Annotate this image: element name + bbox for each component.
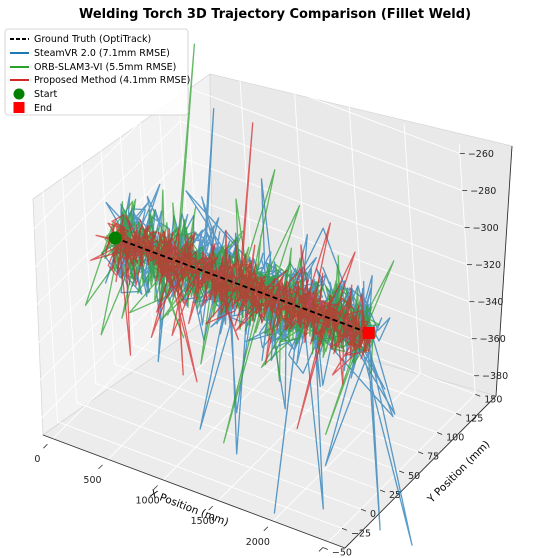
y-tick-label: 0 xyxy=(370,509,376,520)
y-tick-label: 100 xyxy=(446,433,464,444)
axis-lines xyxy=(42,145,513,549)
legend-label-ground-truth: Ground Truth (OptiTrack) xyxy=(34,34,151,45)
end-marker xyxy=(362,326,375,339)
y-tick-mark xyxy=(475,393,481,397)
legend-swatch-start xyxy=(13,88,25,100)
y-tick-mark xyxy=(322,547,329,550)
x-tick-label: 1500 xyxy=(191,516,215,527)
legend-label-orbslam: ORB-SLAM3-VI (5.5mm RMSE) xyxy=(34,62,176,73)
start-end-markers xyxy=(108,231,375,339)
y-tick-mark xyxy=(379,489,386,493)
y-tick-mark xyxy=(417,451,424,455)
x-axis-line xyxy=(42,434,346,549)
z-tick-label: −300 xyxy=(473,223,499,234)
y-tick-label: 50 xyxy=(408,471,420,482)
x-tick-label: 500 xyxy=(83,475,101,486)
y-tick-label: 25 xyxy=(389,490,401,501)
y-axis-line xyxy=(344,395,497,549)
y-tick-label: −25 xyxy=(351,528,371,539)
z-gridline xyxy=(27,120,465,275)
z-axis-line xyxy=(495,145,513,397)
y-tick-label: 125 xyxy=(465,413,483,424)
z-tick-label: −260 xyxy=(468,149,494,160)
x-tick-label: 1000 xyxy=(136,496,160,507)
y-tick-mark xyxy=(437,432,443,435)
legend-label-start: Start xyxy=(34,89,57,100)
legend: Ground Truth (OptiTrack) SteamVR 2.0 (7.… xyxy=(4,28,190,116)
z-tick-label: −320 xyxy=(475,260,501,271)
x-tick-mark xyxy=(263,526,269,532)
x-tick-mark xyxy=(153,485,158,490)
y-tick-label: 150 xyxy=(484,394,502,405)
z-gridline xyxy=(32,194,470,349)
y-tick-label: 75 xyxy=(427,452,439,463)
legend-label-end: End xyxy=(34,103,52,114)
trajectories xyxy=(84,43,413,546)
x-tick-mark xyxy=(318,547,324,552)
series-ground-truth xyxy=(114,237,370,334)
start-marker xyxy=(108,231,122,245)
legend-box xyxy=(4,28,189,116)
legend-label-proposed: Proposed Method (4.1mm RMSE) xyxy=(34,75,190,86)
series-proposed xyxy=(90,122,373,430)
y-tick-mark xyxy=(398,470,405,474)
x-tick-mark xyxy=(98,464,103,470)
x-tick-label: 0 xyxy=(34,454,40,465)
z-tick-label: −280 xyxy=(470,186,496,197)
z-tick-label: −340 xyxy=(477,297,503,308)
z-tick-label: −360 xyxy=(480,334,506,345)
z-tick-label: −380 xyxy=(482,371,508,382)
x-tick-mark xyxy=(208,505,213,511)
y-tick-label: −50 xyxy=(332,547,352,558)
y-tick-mark xyxy=(456,413,462,416)
y-tick-mark xyxy=(341,527,348,531)
x-tick-mark xyxy=(43,443,48,449)
tick-labels: 05001000150020002500−50−2502550751001251… xyxy=(34,149,508,558)
trajectory-line-ground-truth xyxy=(114,237,370,334)
legend-swatch-end xyxy=(13,102,25,113)
x-tick-label: 2000 xyxy=(246,537,270,548)
y-tick-mark xyxy=(360,508,367,512)
chart-title: Welding Torch 3D Trajectory Comparison (… xyxy=(79,7,471,22)
legend-label-steamvr: SteamVR 2.0 (7.1mm RMSE) xyxy=(34,48,170,59)
trajectory-line-proposed xyxy=(90,122,373,430)
z-gridline xyxy=(29,157,468,312)
